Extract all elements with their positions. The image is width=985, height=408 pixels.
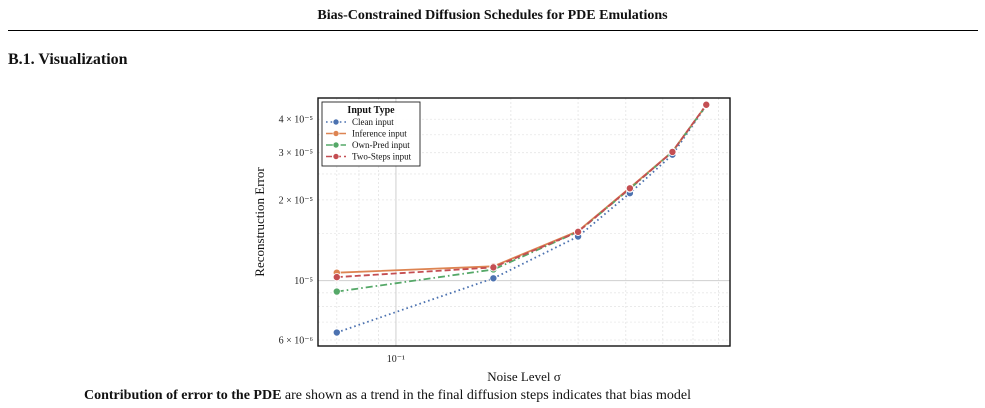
data-point [489, 274, 498, 283]
legend-label: Clean input [352, 117, 394, 127]
data-point [702, 100, 711, 109]
data-point [489, 263, 498, 272]
y-tick-label: 6 × 10⁻⁶ [279, 336, 314, 347]
caption-rest: are shown as a trend in the final diffus… [284, 388, 691, 403]
legend-swatch-marker [332, 130, 340, 137]
data-point [574, 227, 583, 236]
legend-swatch-marker [332, 118, 340, 126]
figure-caption: Contribution of error to the PDE are sho… [84, 388, 691, 404]
x-tick-label: 10⁻¹ [387, 354, 405, 365]
legend-label: Own-Pred input [352, 140, 410, 150]
section-heading: B.1. Visualization [8, 51, 128, 68]
caption-lead: Contribution of error to the PDE [84, 388, 282, 403]
y-tick-label: 4 × 10⁻⁵ [279, 115, 313, 126]
data-point [625, 184, 634, 193]
series-line [336, 104, 708, 278]
data-point [332, 328, 341, 337]
plot-frame [317, 97, 731, 347]
running-header: Bias-Constrained Diffusion Schedules for… [317, 8, 668, 23]
y-axis-label: Reconstruction Error [252, 167, 267, 277]
data-point [332, 273, 341, 282]
y-tick-label: 2 × 10⁻⁵ [279, 195, 313, 206]
data-point [332, 287, 341, 296]
x-axis-label: Noise Level σ [487, 369, 560, 384]
legend-label: Inference input [352, 129, 407, 139]
legend: Input Type Clean input Inference inputOwn… [321, 101, 421, 167]
data-point [668, 147, 677, 156]
series-line [336, 104, 708, 334]
legend-label: Two-Steps input [352, 152, 412, 162]
series-group [332, 100, 711, 337]
tick-labels: 6 × 10⁻⁶ 10⁻⁵ 2 × 10⁻⁵ 3 × 10⁻⁵ 4 × 10⁻⁵ 10⁻¹ [279, 115, 405, 365]
reconstruction-error-figure: 6 × 10⁻⁶ 10⁻⁵ 2 × 10⁻⁵ 3 × 10⁻⁵ 4 × 10⁻⁵ 10⁻¹… [252, 97, 731, 384]
y-tick-label: 3 × 10⁻⁵ [279, 148, 313, 159]
legend-title: Input Type [347, 105, 395, 116]
y-tick-label: 10⁻⁵ [294, 276, 313, 287]
legend-swatch-marker [332, 141, 340, 149]
legend-swatch-marker [332, 153, 340, 160]
header-rule [8, 30, 978, 31]
